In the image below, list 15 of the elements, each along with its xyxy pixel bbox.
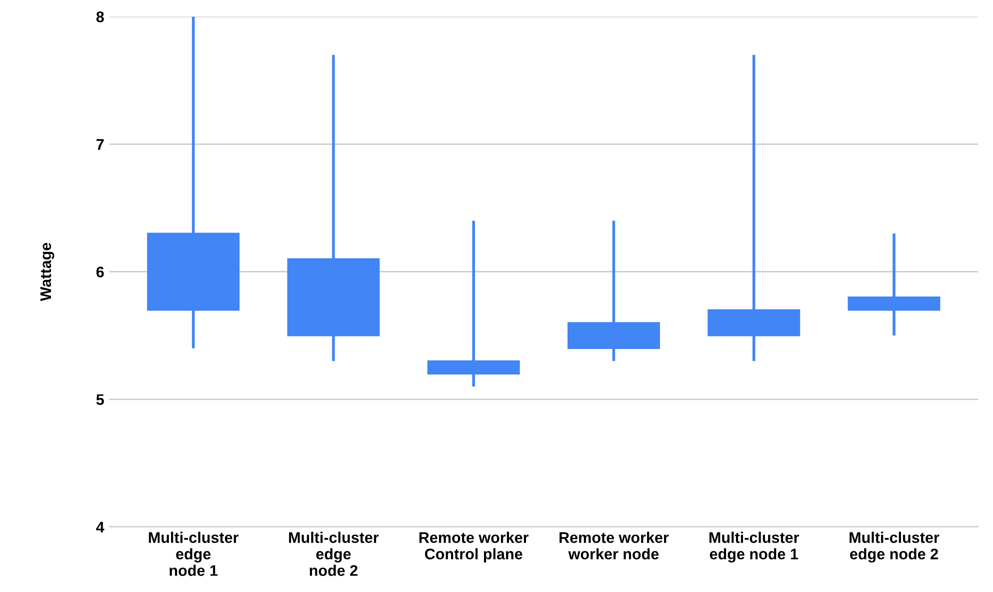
candlestick: [708, 53, 800, 362]
x-tick-label: Multi-cluster edge node 2: [289, 532, 379, 576]
y-tick-label: 6: [96, 266, 104, 278]
x-tick-label: Remote worker Control plane: [419, 532, 529, 562]
y-axis-title: Wattage: [40, 242, 54, 302]
x-tick-label: Multi-cluster edge node 2: [850, 532, 940, 563]
candlestick: [848, 232, 940, 337]
x-tick-label: Multi-cluster edge node 1: [709, 532, 800, 563]
y-tick-label: 5: [96, 394, 104, 405]
candlestick: [427, 219, 520, 388]
y-tick-label: 4: [96, 522, 104, 532]
x-tick-label: Remote worker worker node: [560, 532, 669, 560]
y-tick-label: 7: [96, 139, 104, 150]
x-tick-label: Multi-cluster edge node 1: [148, 532, 238, 576]
y-tick-label: 8: [96, 11, 104, 22]
